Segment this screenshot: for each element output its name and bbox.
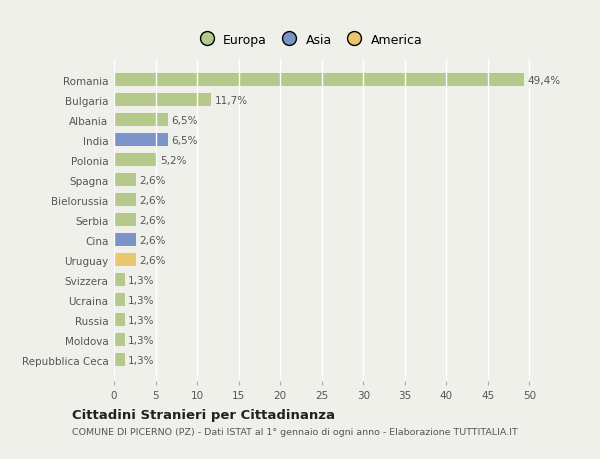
Bar bbox=[114, 234, 136, 247]
Bar bbox=[114, 274, 125, 286]
Text: 1,3%: 1,3% bbox=[128, 335, 155, 345]
Bar bbox=[114, 174, 136, 187]
Text: 1,3%: 1,3% bbox=[128, 355, 155, 365]
Text: 2,6%: 2,6% bbox=[139, 255, 166, 265]
Text: 11,7%: 11,7% bbox=[215, 96, 248, 106]
Text: 5,2%: 5,2% bbox=[161, 156, 187, 166]
Legend: Europa, Asia, America: Europa, Asia, America bbox=[194, 34, 422, 47]
Bar bbox=[114, 114, 168, 127]
Bar bbox=[114, 194, 136, 207]
Text: 1,3%: 1,3% bbox=[128, 275, 155, 285]
Text: COMUNE DI PICERNO (PZ) - Dati ISTAT al 1° gennaio di ogni anno - Elaborazione TU: COMUNE DI PICERNO (PZ) - Dati ISTAT al 1… bbox=[72, 427, 518, 436]
Text: 2,6%: 2,6% bbox=[139, 175, 166, 185]
Bar bbox=[114, 214, 136, 227]
Text: 6,5%: 6,5% bbox=[172, 135, 198, 146]
Bar bbox=[114, 154, 157, 167]
Text: Cittadini Stranieri per Cittadinanza: Cittadini Stranieri per Cittadinanza bbox=[72, 408, 335, 421]
Bar bbox=[114, 74, 524, 87]
Bar bbox=[114, 254, 136, 267]
Text: 1,3%: 1,3% bbox=[128, 295, 155, 305]
Bar bbox=[114, 353, 125, 366]
Text: 6,5%: 6,5% bbox=[172, 116, 198, 126]
Bar bbox=[114, 94, 211, 107]
Bar bbox=[114, 294, 125, 307]
Text: 1,3%: 1,3% bbox=[128, 315, 155, 325]
Bar bbox=[114, 134, 168, 147]
Bar bbox=[114, 334, 125, 347]
Text: 2,6%: 2,6% bbox=[139, 215, 166, 225]
Text: 49,4%: 49,4% bbox=[528, 76, 561, 86]
Bar bbox=[114, 313, 125, 326]
Text: 2,6%: 2,6% bbox=[139, 235, 166, 245]
Text: 2,6%: 2,6% bbox=[139, 196, 166, 205]
